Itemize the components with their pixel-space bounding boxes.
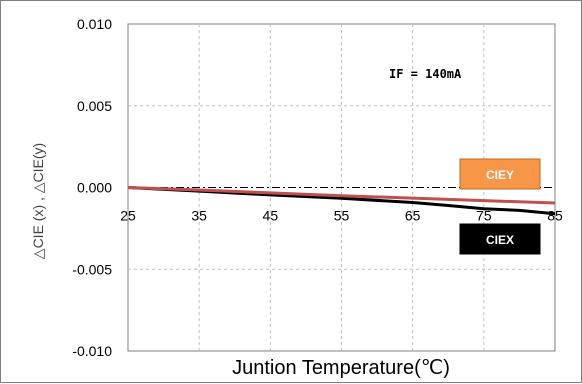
x-tick-label: 25 xyxy=(120,208,136,224)
x-tick-label: 65 xyxy=(405,208,421,224)
y-tick-label: -0.010 xyxy=(72,343,112,359)
x-tick-labels: 25 35 45 55 65 75 85 xyxy=(120,208,563,224)
x-tick-label: 35 xyxy=(191,208,207,224)
legend-ciey-label: CIEY xyxy=(486,168,514,182)
x-tick-label: 85 xyxy=(547,208,563,224)
y-tick-label: -0.005 xyxy=(72,261,112,277)
legend-ciex-label: CIEX xyxy=(486,233,514,247)
legend-ciex: CIEX xyxy=(459,223,541,255)
x-axis-title: Juntion Temperature(℃) xyxy=(232,357,450,379)
x-tick-label: 45 xyxy=(263,208,279,224)
current-annotation: IF = 140mA xyxy=(389,67,462,81)
legend-ciey-box xyxy=(459,158,541,190)
y-axis-title: △CIE (x) , △CIE(y) xyxy=(30,143,46,259)
legend-ciey: CIEY xyxy=(459,158,541,190)
series-line-ciey xyxy=(127,186,556,205)
x-tick-label: 55 xyxy=(334,208,350,224)
y-tick-labels: 0.010 0.005 0.000 -0.005 -0.010 xyxy=(72,16,112,359)
y-tick-label: 0.010 xyxy=(77,16,112,32)
legend-ciex-box xyxy=(459,223,541,255)
series-layer xyxy=(127,186,556,216)
y-tick-label: 0.000 xyxy=(77,180,112,196)
y-tick-label: 0.005 xyxy=(77,98,112,114)
x-tick-label: 75 xyxy=(476,208,492,224)
